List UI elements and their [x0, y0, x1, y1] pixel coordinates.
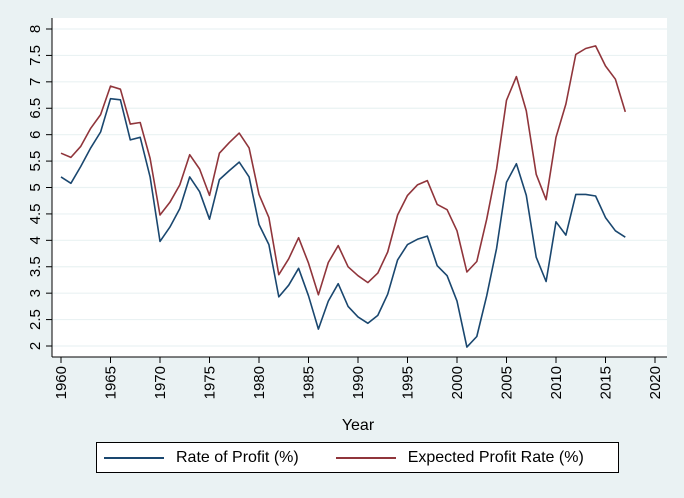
x-tick-label: 1985 [301, 366, 318, 399]
y-tick-label: 6.5 [27, 98, 44, 119]
x-tick-label: 1995 [400, 366, 417, 399]
x-tick-label: 2010 [548, 366, 565, 399]
y-tick-label: 4.5 [27, 203, 44, 224]
legend-label-expected-profit-rate: Expected Profit Rate (%) [407, 448, 584, 466]
x-tick-label: 1975 [202, 366, 219, 399]
x-tick-label: 2000 [449, 366, 466, 399]
y-tick-label: 5.5 [27, 151, 44, 172]
legend-item-expected-profit-rate: Expected Profit Rate (%) [329, 449, 584, 467]
legend-label-rate-of-profit: Rate of Profit (%) [176, 448, 299, 466]
x-tick-label: 1960 [53, 366, 70, 399]
y-tick-label: 7 [27, 78, 44, 86]
y-tick-label: 2.5 [27, 309, 44, 330]
series-line-rate-of-profit [60, 97, 626, 348]
y-tick-label: 7.5 [27, 45, 44, 66]
y-tick-label: 2 [27, 342, 44, 350]
y-tick-label: 3.5 [27, 256, 44, 277]
x-tick-label: 2015 [598, 366, 615, 399]
y-tick-label: 4 [27, 236, 44, 244]
legend-swatch-rate-of-profit [104, 456, 164, 459]
x-axis-ticks: 1960 1965 1970 1975 1980 1985 1990 1995 2000 2005… [53, 357, 664, 399]
x-axis-title: Year [342, 417, 375, 434]
x-tick-label: 2020 [647, 366, 664, 399]
x-tick-label: 1970 [152, 366, 169, 399]
y-tick-label: 5 [27, 183, 44, 191]
y-tick-label: 3 [27, 289, 44, 297]
x-tick-label: 1980 [251, 366, 268, 399]
y-axis-ticks: 2 2.5 3 3.5 4 4.5 5 5.5 6 6.5 7 7.5 8 [27, 25, 52, 350]
legend-item-rate-of-profit: Rate of Profit (%) [97, 449, 299, 467]
y-tick-label: 6 [27, 130, 44, 138]
x-tick-label: 2005 [499, 366, 516, 399]
series-line-expected-profit-rate [60, 45, 627, 296]
x-tick-label: 1965 [103, 366, 120, 399]
legend: Rate of Profit (%) Expected Profit Rate … [96, 442, 619, 473]
y-tick-label: 8 [27, 25, 44, 33]
legend-swatch-expected-profit-rate [335, 456, 396, 459]
x-tick-label: 1990 [350, 366, 367, 399]
series-lines [60, 45, 627, 348]
